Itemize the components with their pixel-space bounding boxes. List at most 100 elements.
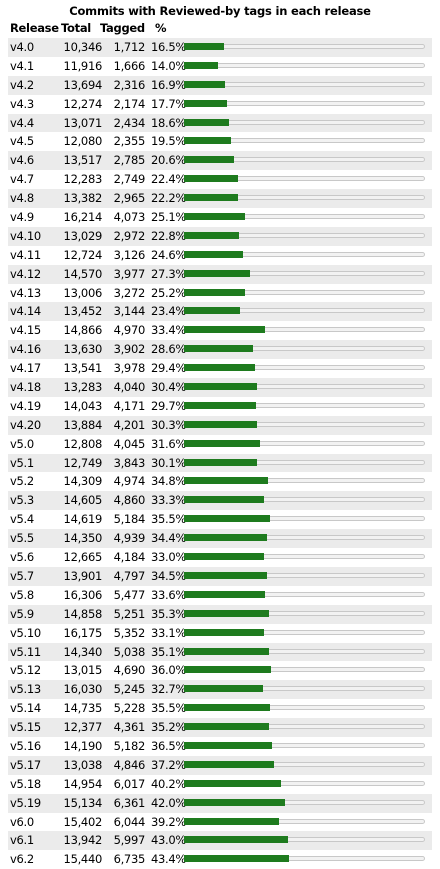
tagged-cell: 4,045 [113,436,146,451]
percent-cell: 30.4% [150,380,186,395]
release-cell: v5.7 [10,568,34,583]
tagged-cell: 5,997 [113,833,146,848]
table-row: v4.0 10,346 1,712 16.5% [8,38,432,57]
total-cell: 12,749 [63,455,103,470]
tagged-cell: 4,974 [113,474,146,489]
percent-cell: 28.6% [150,342,186,357]
release-cell: v4.16 [10,342,41,357]
tagged-cell: 1,666 [113,58,146,73]
table-row: v4.12 14,570 3,977 27.3% [8,264,432,284]
table-row: v4.8 13,382 2,965 22.2% [8,189,432,209]
percent-cell: 22.4% [150,172,186,187]
release-cell: v4.20 [10,417,41,432]
total-cell: 12,665 [63,550,103,565]
total-cell: 14,866 [63,323,103,338]
bar-fill [184,269,250,277]
total-cell: 13,015 [63,663,103,678]
percent-cell: 34.5% [150,568,186,583]
table-row: v5.8 16,306 5,477 33.6% [8,586,432,605]
bar-fill [184,345,253,353]
tagged-cell: 6,735 [113,852,146,867]
release-cell: v4.3 [10,96,34,111]
percent-cell: 27.3% [150,266,186,281]
tagged-cell: 6,017 [113,776,146,791]
table-row: v4.6 13,517 2,785 20.6% [8,151,432,171]
table-row: v5.5 14,350 4,939 34.4% [8,529,432,549]
bar-fill [184,760,274,768]
bar-fill [184,817,279,825]
release-cell: v6.1 [10,833,34,848]
release-cell: v4.12 [10,266,41,281]
percent-cell: 33.6% [150,587,186,602]
release-cell: v5.2 [10,474,34,489]
table-row: v5.1 12,749 3,843 30.1% [8,453,432,473]
percent-cell: 43.0% [150,833,186,848]
percent-cell: 34.8% [150,474,186,489]
release-cell: v5.14 [10,701,41,716]
bar-fill [184,458,257,466]
bar-fill [184,307,241,315]
table-row: v5.14 14,735 5,228 35.5% [8,699,432,718]
total-cell: 13,452 [63,304,103,319]
bar-fill [184,118,229,126]
tagged-cell: 3,978 [113,361,146,376]
percent-cell: 32.7% [150,682,186,697]
tagged-cell: 2,316 [113,77,146,92]
bar-fill [184,647,269,655]
table-row: v5.13 16,030 5,245 32.7% [8,680,432,700]
bar-fill [184,383,258,391]
release-cell: v4.6 [10,153,34,168]
table-row: v4.5 12,080 2,355 19.5% [8,132,432,151]
total-cell: 13,283 [63,380,103,395]
table-row: v4.1 11,916 1,666 14.0% [8,57,432,76]
release-cell: v5.0 [10,436,34,451]
table-row: v4.19 14,043 4,171 29.7% [8,397,432,416]
total-cell: 14,350 [63,531,103,546]
release-cell: v4.10 [10,228,41,243]
percent-cell: 35.1% [150,644,186,659]
total-cell: 13,694 [63,77,103,92]
total-cell: 16,306 [63,587,103,602]
tagged-cell: 4,846 [113,757,146,772]
percent-cell: 33.4% [150,323,186,338]
table-row: v5.17 13,038 4,846 37.2% [8,755,432,775]
table-row: v5.6 12,665 4,184 33.0% [8,548,432,567]
tagged-cell: 4,690 [113,663,146,678]
tagged-cell: 4,970 [113,323,146,338]
percent-cell: 25.1% [150,210,186,225]
tagged-cell: 5,477 [113,587,146,602]
bar-fill [184,741,272,749]
tagged-cell: 2,434 [113,115,146,130]
percent-cell: 14.0% [150,58,186,73]
release-cell: v4.4 [10,115,34,130]
total-cell: 13,006 [63,285,103,300]
release-cell: v4.11 [10,247,41,262]
total-cell: 14,735 [63,701,103,716]
bar-fill [184,779,281,787]
table-row: v5.4 14,619 5,184 35.5% [8,510,432,529]
release-cell: v5.3 [10,493,34,508]
table-row: v4.11 12,724 3,126 24.6% [8,246,432,265]
header-total: Total [61,21,91,35]
tagged-cell: 4,860 [113,493,146,508]
table-row: v5.18 14,954 6,017 40.2% [8,775,432,794]
total-cell: 16,030 [63,682,103,697]
table-row: v5.19 15,134 6,361 42.0% [8,793,432,813]
percent-cell: 22.8% [150,228,186,243]
total-cell: 13,029 [63,228,103,243]
tagged-cell: 3,843 [113,455,146,470]
total-cell: 12,274 [63,96,103,111]
total-cell: 12,283 [63,172,103,187]
release-cell: v6.0 [10,814,34,829]
percent-cell: 20.6% [150,153,186,168]
total-cell: 13,038 [63,757,103,772]
percent-cell: 25.2% [150,285,186,300]
tagged-cell: 5,182 [113,738,146,753]
table-row: v4.2 13,694 2,316 16.9% [8,75,432,95]
tagged-cell: 5,251 [113,606,146,621]
total-cell: 16,214 [63,210,103,225]
percent-cell: 31.6% [150,436,186,451]
bar-fill [184,534,267,542]
total-cell: 13,942 [63,833,103,848]
table-row: v5.11 14,340 5,038 35.1% [8,642,432,662]
